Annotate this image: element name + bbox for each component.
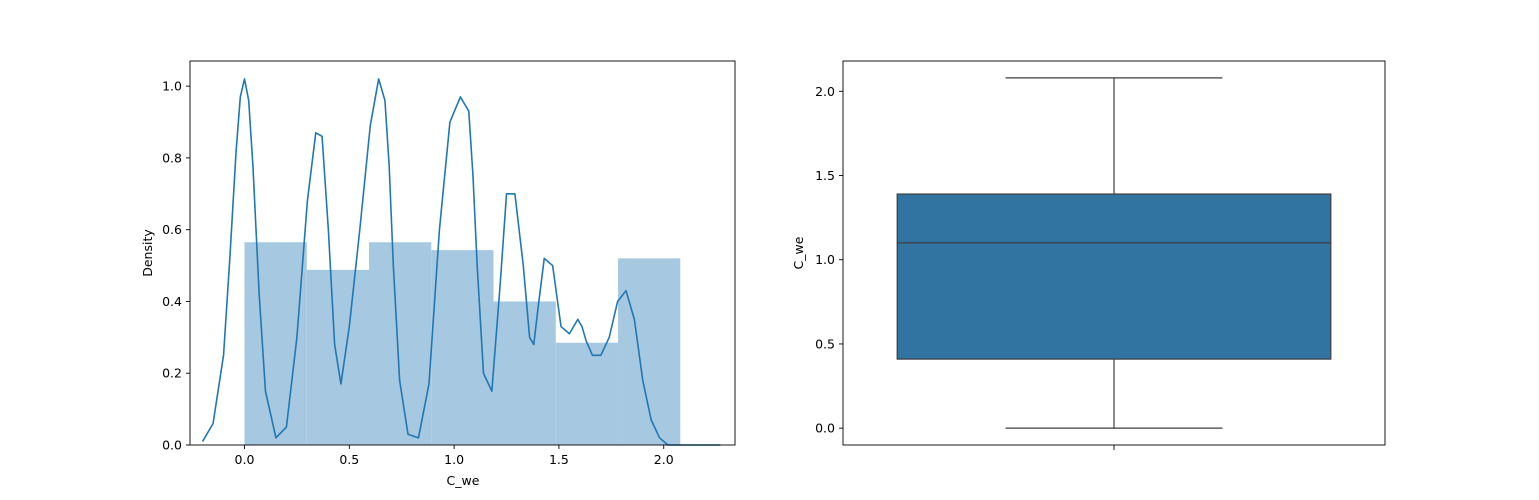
y-tick-label: 0.2: [162, 366, 182, 381]
x-tick-label: 0.0: [235, 452, 255, 467]
boxplot-y-ticks: 0.0 0.5 1.0 1.5 2.0: [815, 84, 843, 436]
histogram-bar: [431, 250, 494, 445]
y-tick-label: 1.0: [162, 79, 182, 94]
y-tick-label: 0.5: [815, 336, 835, 351]
x-tick-label: 1.0: [444, 452, 464, 467]
boxplot-elements: [896, 77, 1332, 429]
y-tick-label: 0.8: [162, 150, 182, 165]
box-iqr: [896, 193, 1332, 360]
histogram-bar: [493, 301, 556, 445]
kde-curve: [201, 78, 721, 446]
x-tick-label: 0.5: [339, 452, 359, 467]
boxplot-panel: 0.0 0.5 1.0 1.5 2.0 C_we: [791, 60, 1386, 450]
histogram-y-axis-label: Density: [140, 229, 155, 277]
boxplot-y-axis-label: C_we: [791, 236, 806, 269]
histogram-x-ticks: 0.0 0.5 1.0 1.5 2.0: [235, 445, 674, 467]
histogram-panel: 0.0 0.5 1.0 1.5 2.0 0.00.20.40.60.81.0 C_we …: [140, 60, 736, 488]
histogram-bar: [618, 258, 681, 445]
histogram-bar: [306, 269, 370, 445]
histogram-bar: [369, 242, 432, 445]
histogram-bar: [244, 242, 307, 445]
histogram-x-axis-label: C_we: [447, 473, 480, 488]
y-tick-label: 1.0: [815, 252, 835, 267]
histogram-axes-frame: [189, 60, 736, 446]
y-tick-label: 0.6: [162, 222, 182, 237]
y-tick-label: 0.4: [162, 294, 182, 309]
y-tick-label: 2.0: [815, 84, 835, 99]
x-tick-label: 1.5: [549, 452, 569, 467]
histogram-bar: [555, 342, 619, 445]
x-tick-label: 2.0: [654, 452, 674, 467]
y-tick-label: 1.5: [815, 168, 835, 183]
y-tick-label: 0.0: [815, 421, 835, 436]
y-tick-label: 0.0: [162, 438, 182, 453]
histogram-y-ticks: 0.0 0.2 0.4 0.6 0.8 1.0: [162, 79, 190, 453]
